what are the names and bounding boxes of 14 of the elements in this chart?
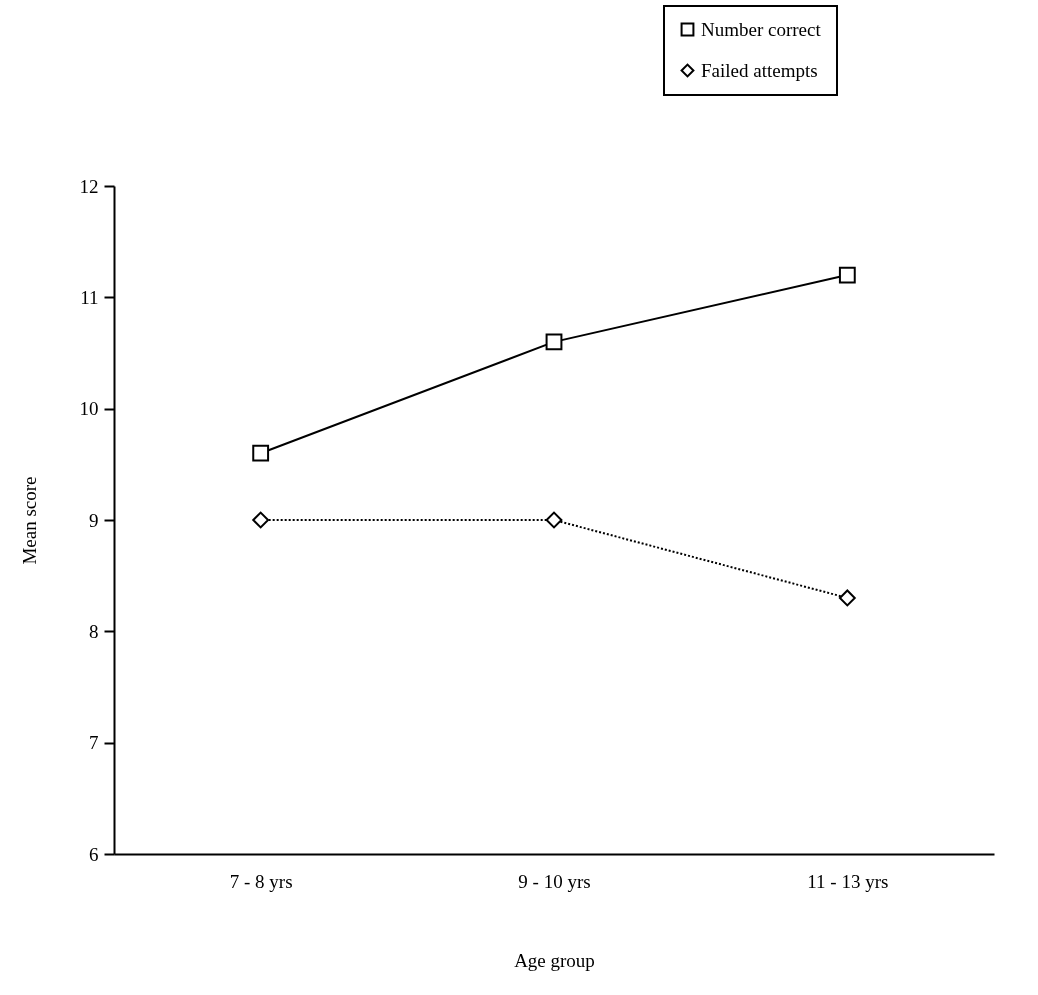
y-tick-label: 11: [80, 286, 99, 308]
y-tick-label: 8: [89, 620, 99, 642]
y-tick-label: 7: [89, 732, 99, 754]
y-tick-label: 12: [79, 175, 99, 197]
x-tick-label: 7 - 8 yrs: [229, 870, 293, 892]
y-tick-label: 10: [79, 398, 99, 420]
y-tick-label: 6: [89, 843, 99, 865]
x-tick-label: 11 - 13 yrs: [807, 870, 889, 892]
y-tick-label: 9: [89, 509, 99, 531]
legend-label: Failed attempts: [701, 59, 818, 81]
x-axis-title: Age group: [514, 949, 595, 971]
y-axis-title: Mean score: [18, 476, 40, 565]
x-tick-label: 9 - 10 yrs: [518, 870, 591, 892]
legend-label: Number correct: [701, 18, 822, 40]
